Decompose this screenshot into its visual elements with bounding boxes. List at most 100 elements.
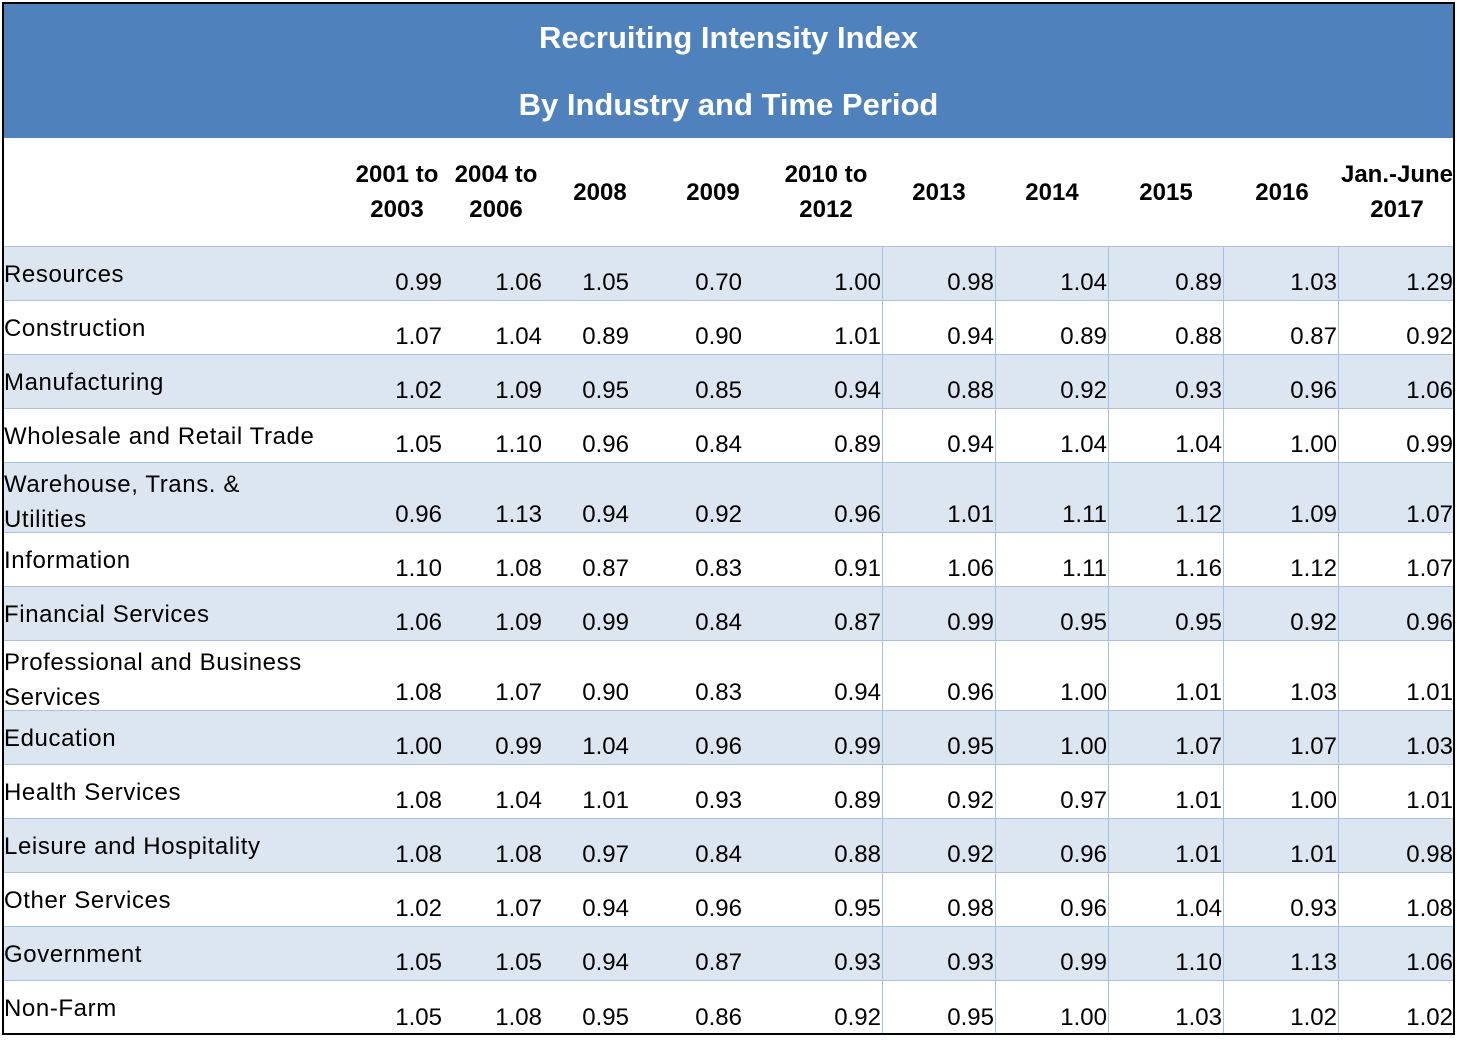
data-cell: 0.89 [834,431,881,458]
grid-line [995,819,996,872]
column-header: 2009 [686,178,740,206]
row-label: Professional and Business Services [4,649,302,711]
table-row: Government 1.05 1.05 0.94 0.87 0.93 0.93 0.99 1.… [4,926,1453,980]
data-cell: 1.08 [495,1004,542,1031]
data-cell: 0.89 [1175,269,1222,296]
data-cell: 0.93 [947,949,994,976]
table-row: Wholesale and Retail Trade 1.05 1.10 0.96 0.… [4,408,1453,462]
data-cell: 1.29 [1406,269,1453,296]
table-row: Financial Services 1.06 1.09 0.99 0.84 0.87 0.… [4,586,1453,640]
data-cell: 0.94 [582,949,629,976]
data-cell: 1.01 [1175,679,1222,706]
data-cell: 0.92 [947,787,994,814]
grid-line [1108,711,1109,764]
data-cell: 0.95 [1175,609,1222,636]
data-cell: 0.86 [695,1004,742,1031]
data-cell: 0.93 [834,949,881,976]
data-cell: 1.07 [395,323,442,350]
data-cell: 0.96 [582,431,629,458]
row-label: Manufacturing [4,369,164,396]
table-row: Health Services 1.08 1.04 1.01 0.93 0.89 0.92 0… [4,764,1453,818]
data-cell: 1.12 [1175,501,1222,528]
grid-line [995,587,996,640]
grid-line [1223,873,1224,926]
grid-line [882,355,883,408]
data-cell: 1.01 [1175,787,1222,814]
grid-line [995,927,996,980]
data-cell: 0.99 [395,269,442,296]
data-cell: 0.88 [947,377,994,404]
grid-line [1338,711,1339,764]
grid-line [1338,409,1339,462]
grid-line [1223,355,1224,408]
column-header: 2008 [573,178,627,206]
grid-line [1223,409,1224,462]
grid-line [1338,355,1339,408]
data-cell: 0.96 [695,895,742,922]
grid-line [882,587,883,640]
data-cell: 0.87 [695,949,742,976]
data-cell: 0.89 [1060,323,1107,350]
data-cell: 0.94 [834,679,881,706]
row-label: Construction [4,315,146,342]
data-cell: 0.96 [695,733,742,760]
grid-line [1338,247,1339,300]
grid-line [1108,587,1109,640]
data-cell: 0.89 [582,323,629,350]
row-label: Financial Services [4,601,210,628]
grid-line [882,765,883,818]
table-row: Education 1.00 0.99 1.04 0.96 0.99 0.95 1.00 1.0… [4,710,1453,764]
data-cell: 0.98 [947,895,994,922]
data-cell: 1.09 [1290,501,1337,528]
data-cell: 1.05 [395,431,442,458]
data-cell: 1.04 [1175,895,1222,922]
grid-line [1338,765,1339,818]
header-row: 2001 to 2003 2004 to 2006 2008 2009 2010 to … [4,138,1453,246]
data-cell: 0.95 [834,895,881,922]
data-cell: 0.96 [947,679,994,706]
grid-line [1223,463,1224,532]
grid-line [1108,355,1109,408]
grid-line [1338,533,1339,586]
data-cell: 1.00 [1290,787,1337,814]
data-cell: 1.08 [1406,895,1453,922]
data-cell: 0.96 [395,501,442,528]
data-cell: 1.00 [1290,431,1337,458]
grid-line [1223,301,1224,354]
data-cell: 0.95 [582,377,629,404]
data-cell: 0.70 [695,269,742,296]
grid-line [1108,463,1109,532]
data-cell: 0.97 [1060,787,1107,814]
data-cell: 1.16 [1175,555,1222,582]
grid-line [882,247,883,300]
grid-line [1108,247,1109,300]
data-cell: 1.04 [582,733,629,760]
data-cell: 1.05 [582,269,629,296]
data-cell: 1.02 [395,895,442,922]
row-label: Wholesale and Retail Trade [4,423,315,450]
data-cell: 1.01 [1406,679,1453,706]
data-cell: 1.06 [947,555,994,582]
row-label: Education [4,725,117,752]
data-cell: 0.95 [947,733,994,760]
grid-line [1338,927,1339,980]
data-cell: 1.11 [1062,501,1107,528]
data-cell: 0.95 [947,1004,994,1031]
grid-line [995,765,996,818]
grid-line [995,711,996,764]
data-cell: 1.06 [1406,377,1453,404]
table-subtitle: By Industry and Time Period [518,87,939,122]
data-cell: 0.94 [582,501,629,528]
data-cell: 0.87 [1290,323,1337,350]
row-label: Other Services [4,887,172,914]
column-header: Jan.-June 2017 [1340,161,1454,223]
grid-line [1108,819,1109,872]
data-cell: 1.03 [1290,679,1337,706]
data-cell: 1.04 [1175,431,1222,458]
data-cell: 1.06 [395,609,442,636]
data-cell: 1.04 [1060,431,1107,458]
data-cell: 1.11 [1062,555,1107,582]
data-cell: 0.83 [695,679,742,706]
data-cell: 0.96 [1406,609,1453,636]
data-cell: 0.99 [834,733,881,760]
